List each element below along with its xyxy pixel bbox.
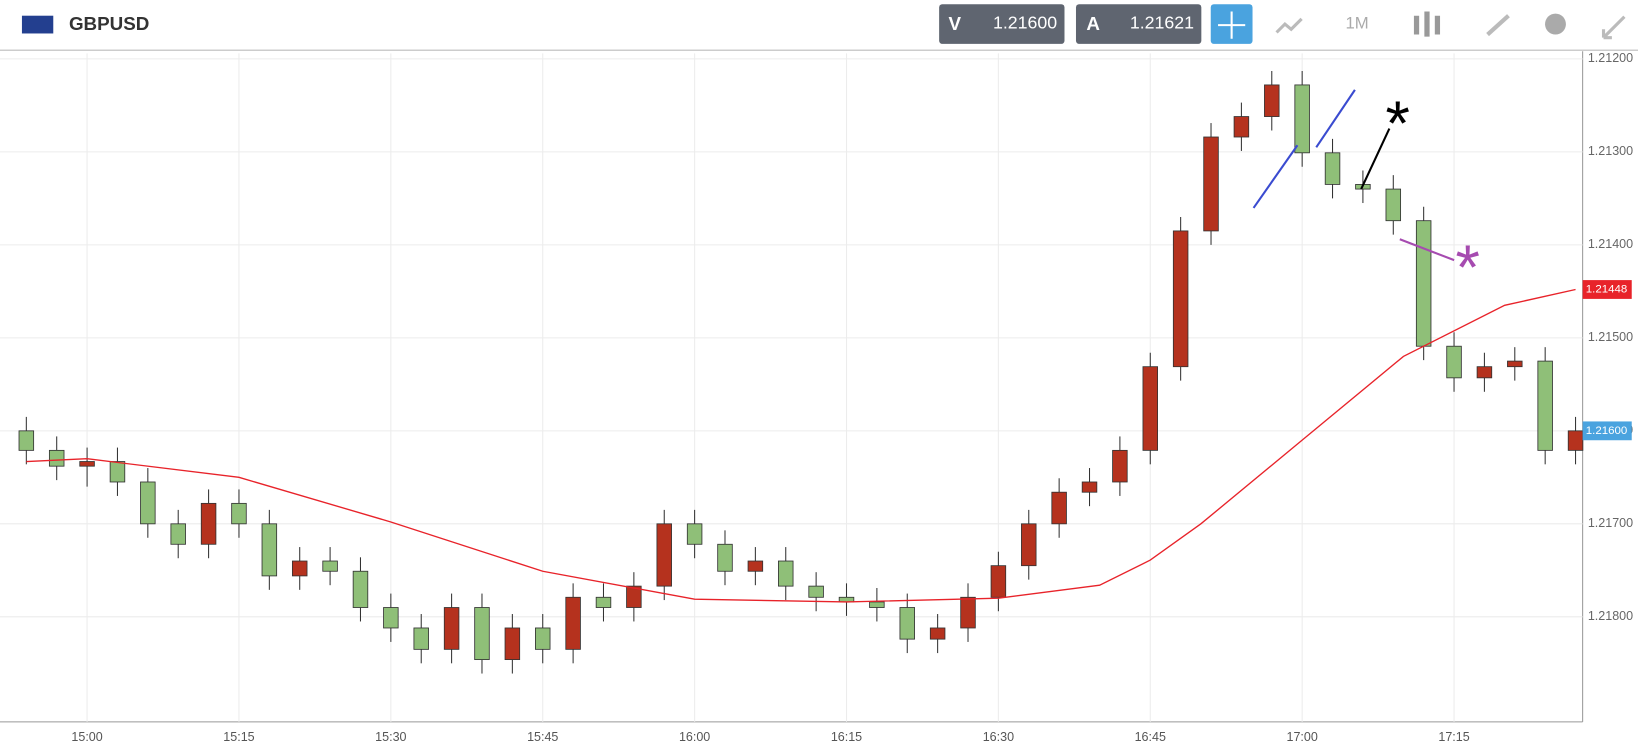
candle-body xyxy=(717,543,733,572)
candle-body xyxy=(686,523,703,545)
candle-body xyxy=(656,523,672,587)
candle-body xyxy=(1507,360,1523,368)
y-tick-label: 1.21400 xyxy=(1588,237,1633,251)
candle-body xyxy=(960,596,976,629)
annotation-line xyxy=(1315,89,1356,148)
candle-body xyxy=(808,585,824,598)
crosshair-icon xyxy=(1218,11,1246,39)
candle-body xyxy=(1415,220,1432,347)
candle-body xyxy=(595,596,612,608)
candle-body xyxy=(291,560,308,577)
annotation-marker: * xyxy=(1386,89,1410,159)
x-tick-label: 15:00 xyxy=(71,730,102,744)
x-tick-label: 15:15 xyxy=(223,730,254,744)
ask-price: 1.21621 xyxy=(1130,13,1194,33)
candle-body xyxy=(1446,345,1462,379)
y-tick-label: 1.21300 xyxy=(1588,144,1633,158)
candle-body xyxy=(778,560,794,587)
annotation-line xyxy=(1399,238,1455,262)
x-tick-label: 16:00 xyxy=(679,730,710,744)
flag-icon xyxy=(21,15,54,34)
ma-price-label: 1.21448 xyxy=(1586,284,1628,296)
y-tick-label: 1.21200 xyxy=(1588,51,1633,65)
ask-button[interactable] xyxy=(1075,4,1202,44)
annotation-line xyxy=(1252,144,1299,209)
candle-body xyxy=(18,430,35,451)
candle-body xyxy=(170,523,186,545)
annotation-line xyxy=(1360,128,1391,190)
candle-body xyxy=(322,560,338,572)
x-tick-label: 16:30 xyxy=(983,730,1014,744)
candle-body xyxy=(1203,136,1219,232)
x-tick-label: 17:15 xyxy=(1438,730,1469,744)
candle-body xyxy=(474,607,490,661)
ask-label: A xyxy=(1086,13,1100,34)
candle-body xyxy=(1567,430,1584,451)
toolbar xyxy=(0,1,1638,50)
candle-body xyxy=(1021,523,1037,567)
candle-body xyxy=(1537,360,1553,451)
collapse-icon[interactable] xyxy=(1601,15,1626,40)
x-tick-label: 16:45 xyxy=(1135,730,1166,744)
candle-body xyxy=(140,481,156,525)
current-price-label: 1.21600 xyxy=(1586,425,1628,437)
candle-body xyxy=(565,596,581,650)
candle-body xyxy=(1385,188,1402,222)
candle-body xyxy=(1081,481,1098,493)
current-price-tag xyxy=(1582,421,1632,441)
chart-type-icon[interactable] xyxy=(1275,17,1303,34)
candle-icon[interactable] xyxy=(1413,11,1441,37)
ma-price-tag xyxy=(1582,280,1632,299)
candle-body xyxy=(1324,152,1341,185)
candle-body xyxy=(48,449,65,467)
timeframe[interactable]: 1M xyxy=(1346,13,1369,32)
candle-body xyxy=(535,627,551,650)
y-tick-label: 1.21700 xyxy=(1588,516,1633,530)
candle-body xyxy=(1142,366,1159,451)
candle-body xyxy=(869,601,885,608)
candle-body xyxy=(1172,230,1189,368)
candle-body xyxy=(413,627,429,650)
x-tick-label: 17:00 xyxy=(1286,730,1317,744)
candle-body xyxy=(990,565,1007,598)
bid-price: 1.21600 xyxy=(993,13,1057,33)
bid-button[interactable] xyxy=(939,4,1065,44)
candle-body xyxy=(261,523,278,577)
candle-body xyxy=(1051,491,1067,525)
candle-body xyxy=(79,461,95,467)
y-tick-label: 1.21800 xyxy=(1588,609,1633,623)
symbol: GBPUSD xyxy=(69,13,149,34)
candle-body xyxy=(1264,84,1280,117)
annotation-marker: * xyxy=(1456,233,1480,303)
candle-body xyxy=(1294,84,1310,154)
candle-body xyxy=(1476,366,1493,379)
draw-icon[interactable] xyxy=(1486,14,1510,37)
candle-body xyxy=(200,502,217,545)
candle-body xyxy=(504,627,521,661)
candle-body xyxy=(1233,116,1250,138)
x-tick-label: 15:45 xyxy=(527,730,558,744)
candle-body xyxy=(747,560,764,572)
bid-label: V xyxy=(949,13,962,34)
candle-body xyxy=(443,607,460,650)
x-tick-label: 16:15 xyxy=(831,730,862,744)
moving-average xyxy=(26,288,1576,603)
candle-body xyxy=(109,461,126,483)
y-tick-label: 1.21500 xyxy=(1588,330,1633,344)
candle-body xyxy=(899,607,915,640)
candle-body xyxy=(352,570,369,608)
x-tick-label: 15:30 xyxy=(375,730,406,744)
candle-body xyxy=(1112,449,1128,483)
settings-icon[interactable] xyxy=(1545,13,1566,35)
candle-body xyxy=(383,607,399,629)
candle-body xyxy=(929,627,946,640)
candle-body xyxy=(231,502,247,525)
candle-body xyxy=(626,585,642,608)
